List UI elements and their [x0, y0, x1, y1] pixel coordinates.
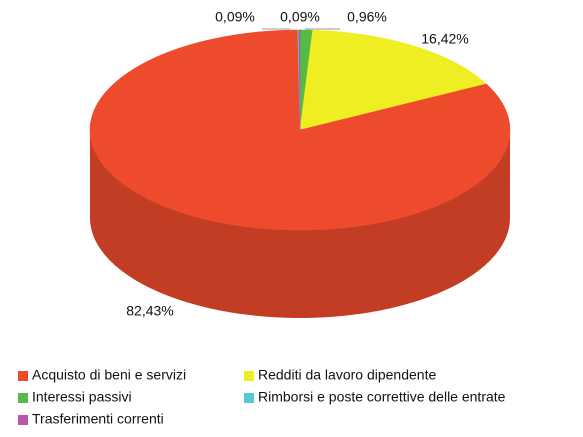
legend-swatch: [18, 393, 28, 403]
legend-label: Acquisto di beni e servizi: [32, 367, 186, 383]
data-label: 82,43%: [126, 303, 173, 319]
slice: [298, 29, 301, 131]
slice: [89, 29, 511, 231]
slice: [299, 29, 487, 131]
slice-side: [90, 130, 510, 318]
data-label: 16,42%: [421, 31, 468, 47]
legend-swatch: [18, 415, 28, 425]
legend-label: Rimborsi e poste correttive delle entrat…: [258, 389, 506, 405]
legend-label: Interessi passivi: [32, 389, 132, 405]
data-label: 0,96%: [347, 9, 387, 25]
legend-label: Redditi da lavoro dipendente: [258, 367, 436, 383]
legend-swatch: [244, 371, 254, 381]
data-label: 0,09%: [215, 9, 255, 25]
legend-swatch: [18, 371, 28, 381]
legend-swatch: [244, 393, 254, 403]
legend-label: Trasferimenti correnti: [32, 411, 164, 427]
data-label: 0,09%: [280, 9, 320, 25]
